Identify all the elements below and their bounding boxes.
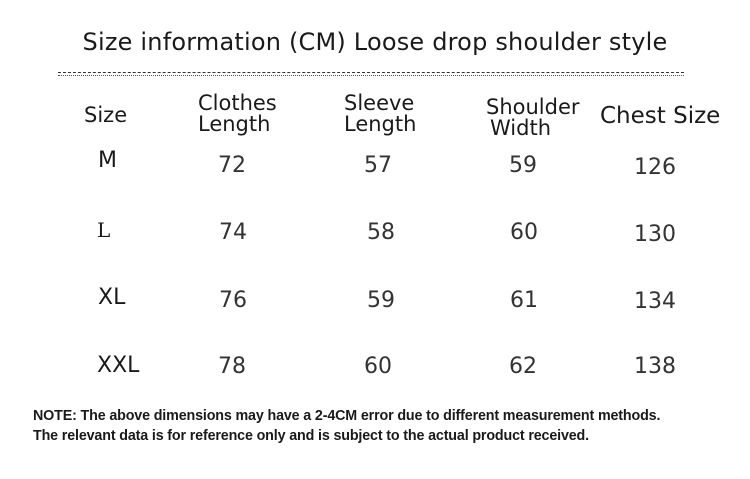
row-chest-size: 126 (634, 155, 676, 180)
row-shoulder-width: 62 (509, 354, 537, 379)
note-line-1: NOTE: The above dimensions may have a 2-… (33, 408, 661, 424)
header-chest-size: Chest Size (600, 103, 721, 129)
row-clothes-length: 74 (219, 220, 247, 245)
row-chest-size: 138 (634, 354, 676, 379)
measurement-note: NOTE: The above dimensions may have a 2-… (33, 406, 743, 446)
header-size: Size (84, 103, 128, 127)
row-clothes-length: 78 (218, 354, 246, 379)
row-sleeve-length: 59 (367, 288, 395, 313)
note-line-2: The relevant data is for reference only … (33, 428, 589, 444)
row-size: XXL (97, 353, 140, 378)
title-divider-secondary (58, 75, 684, 76)
row-clothes-length: 72 (218, 153, 246, 178)
row-shoulder-width: 59 (509, 153, 537, 178)
row-sleeve-length: 58 (367, 220, 395, 245)
header-clothes-length: Clothes Length (198, 93, 277, 135)
row-chest-size: 134 (634, 289, 676, 314)
row-chest-size: 130 (634, 222, 676, 247)
header-sleeve-length: Sleeve Length (344, 93, 416, 135)
header-sleeve-length-line1: Sleeve (344, 91, 415, 115)
header-sleeve-length-line2: Length (344, 112, 417, 136)
row-shoulder-width: 60 (510, 220, 538, 245)
header-shoulder-width: Shoulder Width (486, 97, 580, 139)
row-size: XL (98, 285, 126, 310)
row-clothes-length: 76 (219, 288, 247, 313)
header-clothes-length-line1: Clothes (198, 91, 277, 115)
row-sleeve-length: 60 (364, 354, 392, 379)
row-size: L (97, 218, 111, 242)
header-clothes-length-line2: Length (198, 112, 271, 136)
page-title: Size information (CM) Loose drop shoulde… (82, 28, 668, 56)
title-divider (58, 72, 684, 73)
row-size: M (98, 148, 117, 173)
header-shoulder-width-line2: Width (490, 116, 552, 140)
header-shoulder-width-line1: Shoulder (486, 95, 580, 119)
row-shoulder-width: 61 (510, 288, 538, 313)
row-sleeve-length: 57 (364, 153, 392, 178)
